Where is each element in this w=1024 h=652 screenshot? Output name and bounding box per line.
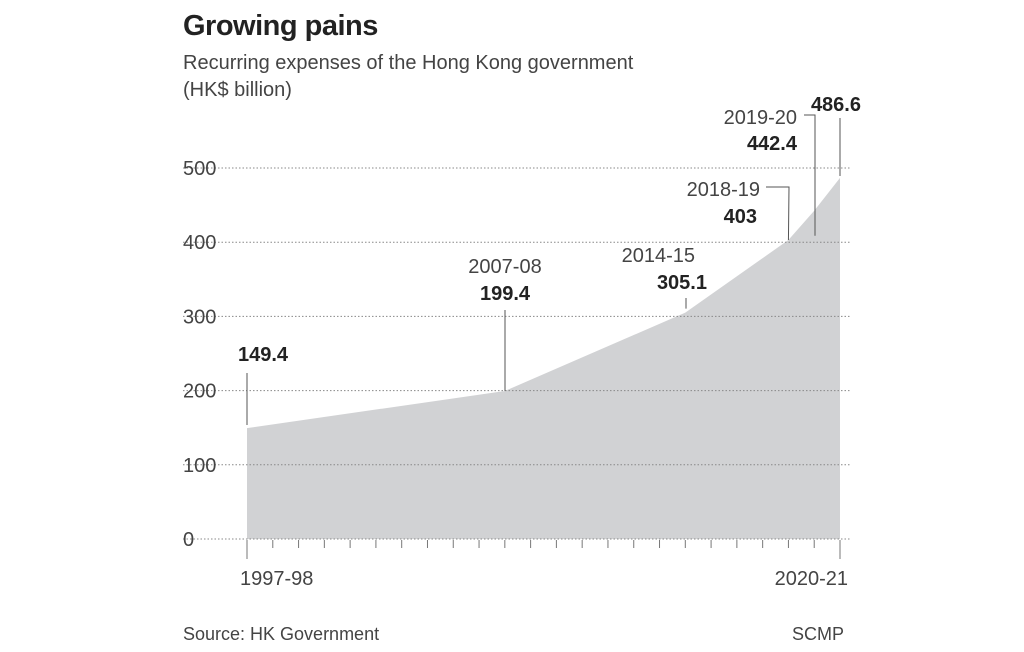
leader-line xyxy=(766,186,790,240)
y-tick-label: 500 xyxy=(183,158,216,180)
annotation-value: 199.4 xyxy=(480,283,531,305)
x-tick-label: 2020-21 xyxy=(775,568,848,590)
area-fill xyxy=(247,177,840,539)
subtitle-text: Recurring expenses of the Hong Kong gove… xyxy=(183,52,634,74)
y-tick-label: 100 xyxy=(183,455,216,477)
annotation-value: 486.6 xyxy=(811,94,861,116)
y-tick-label: 0 xyxy=(183,529,194,551)
annotation-year: 2018-19 xyxy=(687,179,760,201)
annotation-year: 2007-08 xyxy=(468,256,541,278)
y-tick-label: 200 xyxy=(183,381,216,403)
y-tick-label: 300 xyxy=(183,306,216,328)
leader-line xyxy=(804,114,816,236)
annotation-value: 149.4 xyxy=(238,344,289,366)
annotation-year: 2019-20 xyxy=(724,107,797,129)
unit-label: (HK$ billion) xyxy=(183,79,292,101)
annotation-value: 442.4 xyxy=(747,133,798,155)
credit: SCMP xyxy=(792,624,845,644)
y-tick-label: 400 xyxy=(183,232,216,254)
annotation-value: 403 xyxy=(724,206,757,228)
chart-title: Growing pains xyxy=(183,10,378,42)
chart-subtitle: Recurring expenses of the Hong Kong gove… xyxy=(183,50,633,104)
annotation-value: 305.1 xyxy=(657,272,707,294)
annotation-year: 2014-15 xyxy=(622,245,695,267)
source-note: Source: HK Government xyxy=(183,624,380,644)
x-tick-label: 1997-98 xyxy=(240,568,313,590)
